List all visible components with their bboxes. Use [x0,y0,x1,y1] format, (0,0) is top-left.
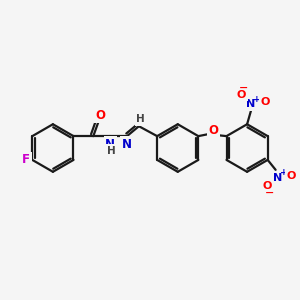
Text: O: O [208,124,218,137]
Text: −: − [238,82,248,93]
Text: O: O [260,98,270,107]
Text: O: O [263,181,272,191]
Text: N: N [122,138,132,151]
Text: O: O [95,109,105,122]
Text: N: N [246,99,256,110]
Text: +: + [253,95,261,104]
Text: O: O [287,171,296,181]
Text: O: O [236,89,246,100]
Text: H: H [107,146,116,156]
Text: +: + [280,168,287,177]
Text: N: N [105,138,115,151]
Text: H: H [136,114,145,124]
Text: N: N [273,173,282,183]
Text: F: F [22,153,30,167]
Text: −: − [265,188,274,198]
